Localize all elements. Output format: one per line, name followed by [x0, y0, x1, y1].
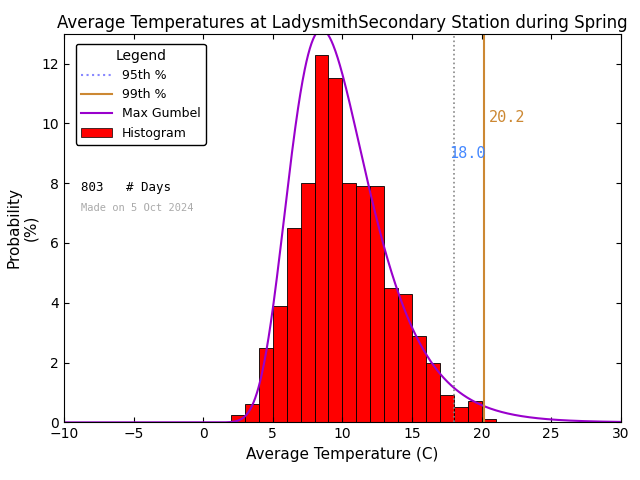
Bar: [426, 362, 440, 422]
Bar: [259, 348, 273, 422]
Bar: [315, 55, 328, 422]
Bar: [328, 78, 342, 422]
Bar: [273, 306, 287, 422]
Bar: [342, 183, 356, 422]
Legend: 95th %, 99th %, Max Gumbel, Histogram: 95th %, 99th %, Max Gumbel, Histogram: [76, 44, 206, 145]
Bar: [468, 401, 482, 422]
Text: 18.0: 18.0: [449, 146, 486, 161]
Text: Made on 5 Oct 2024: Made on 5 Oct 2024: [81, 203, 193, 213]
Y-axis label: Probability
(%): Probability (%): [6, 188, 39, 268]
Bar: [245, 404, 259, 422]
Bar: [412, 336, 426, 422]
Bar: [301, 183, 315, 422]
Bar: [481, 420, 495, 422]
X-axis label: Average Temperature (C): Average Temperature (C): [246, 447, 438, 462]
Text: 20.2: 20.2: [488, 110, 525, 125]
Bar: [370, 186, 384, 422]
Title: Average Temperatures at LadysmithSecondary Station during Spring: Average Temperatures at LadysmithSeconda…: [57, 14, 628, 32]
Bar: [384, 288, 398, 422]
Bar: [454, 408, 468, 422]
Bar: [231, 415, 245, 422]
Text: 803   # Days: 803 # Days: [81, 181, 171, 194]
Bar: [356, 186, 370, 422]
Bar: [398, 294, 412, 422]
Bar: [287, 228, 301, 422]
Bar: [440, 396, 454, 422]
